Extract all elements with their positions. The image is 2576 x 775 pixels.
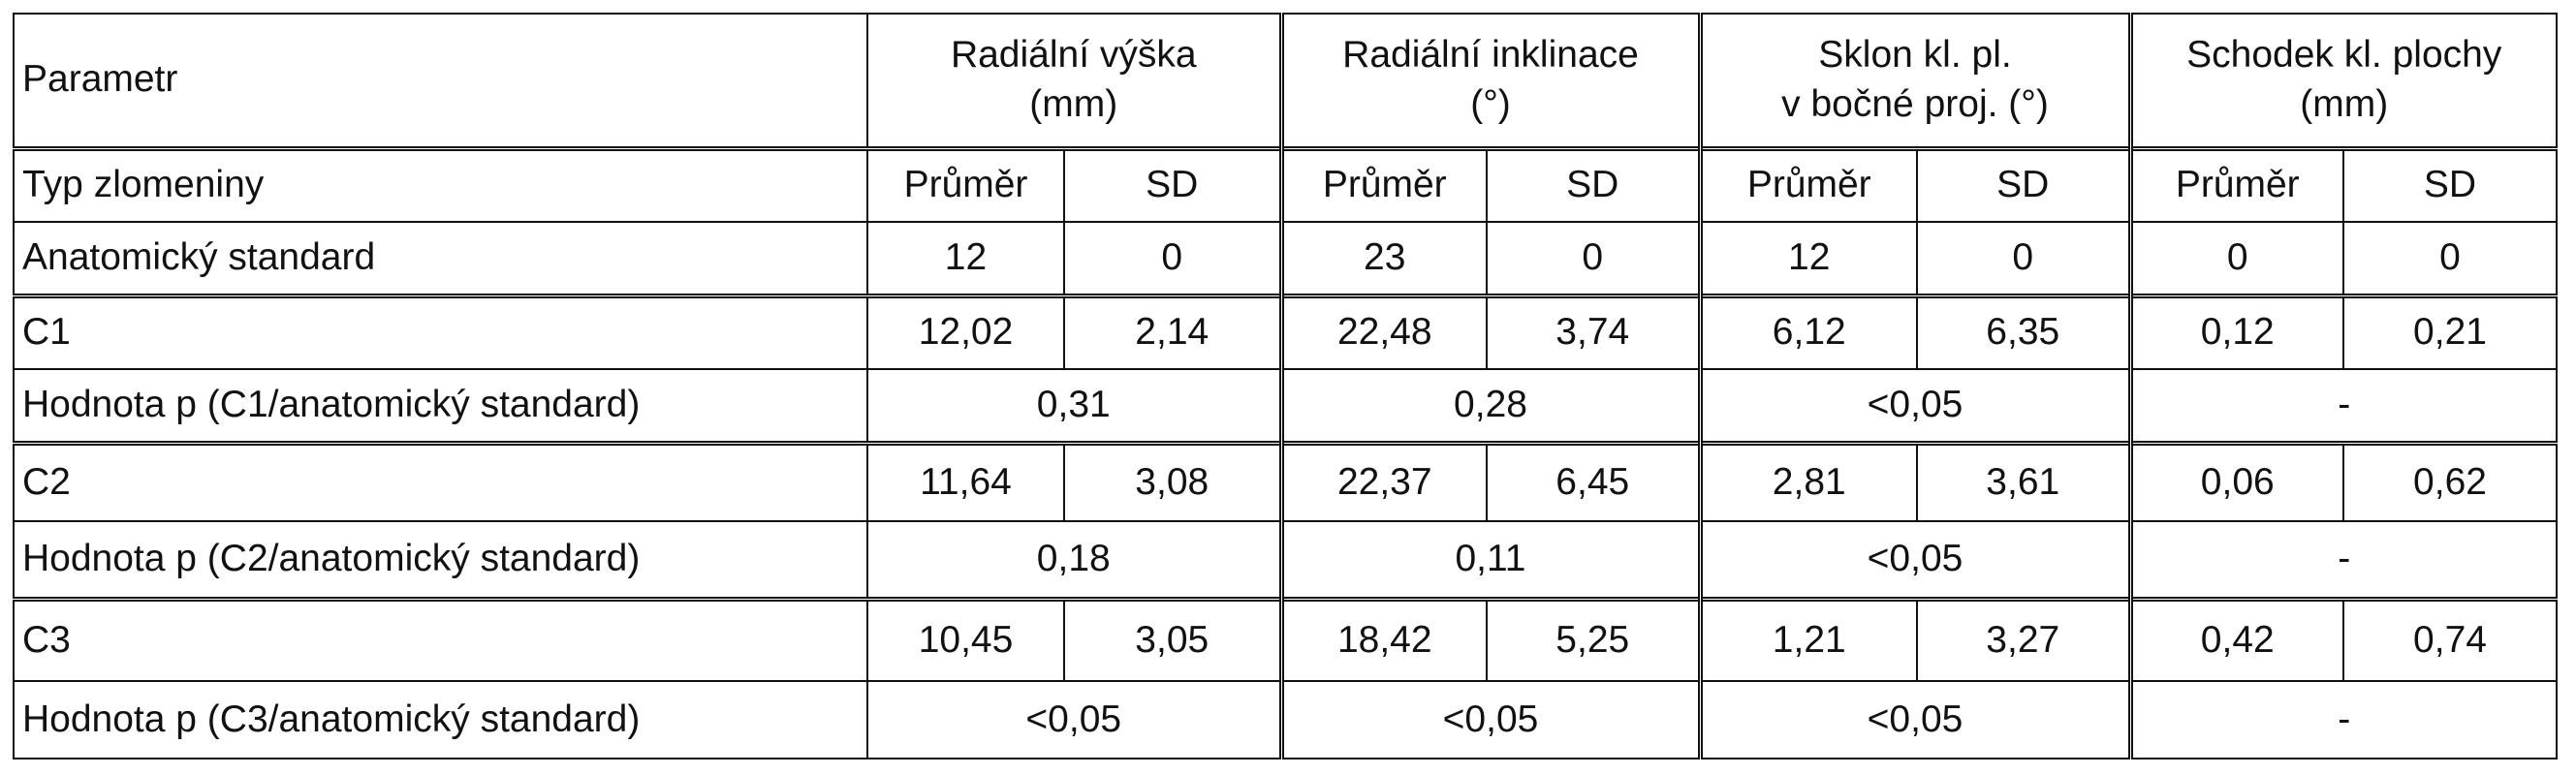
table-row: C2 11,64 3,08 22,37 6,45 2,81 3,61 0,06 0,62 <box>13 440 2558 522</box>
group-header-line: Sklon kl. pl. <box>1818 34 2012 77</box>
table-row: Anatomický standard 12 0 23 0 12 0 0 0 <box>13 221 2558 296</box>
table-cell: 18,42 <box>1278 596 1488 682</box>
table-cell: - <box>2127 520 2558 600</box>
table-cell: - <box>2127 368 2558 444</box>
group-header-line: v bočné proj. (°) <box>1781 82 2049 125</box>
group-header-line: Radiální inklinace <box>1342 34 1639 77</box>
table-cell: 3,27 <box>1916 596 2131 682</box>
table-row: C3 10,45 3,05 18,42 5,25 1,21 3,27 0,42 0,74 <box>13 596 2558 682</box>
table-cell: 22,37 <box>1278 440 1488 522</box>
table-cell: 22,48 <box>1278 293 1488 370</box>
subheader-cell: Průměr <box>1697 145 1918 223</box>
header-cell: Typ zlomeniny <box>13 145 868 223</box>
group-header-line: (mm) <box>2300 82 2389 125</box>
table-cell: 10,45 <box>866 596 1065 682</box>
group-header-line: (°) <box>1470 82 1511 125</box>
table-cell: 12,02 <box>866 293 1065 370</box>
header-cell: Parametr <box>13 13 868 149</box>
table-cell: <0,05 <box>1697 520 2131 600</box>
table-cell: <0,05 <box>1697 680 2131 760</box>
row-label: Hodnota p (C2/anatomický standard) <box>13 520 868 600</box>
table-cell: 3,05 <box>1063 596 1282 682</box>
subheader-cell: SD <box>1063 145 1282 223</box>
row-label: C3 <box>13 596 868 682</box>
group-header: Radiální výška (mm) <box>866 13 1282 149</box>
subheader-cell: Průměr <box>866 145 1065 223</box>
table-cell: 1,21 <box>1697 596 1918 682</box>
table-cell: 12 <box>866 221 1065 296</box>
table-cell: 0 <box>2127 221 2344 296</box>
table-row: C1 12,02 2,14 22,48 3,74 6,12 6,35 0,12 0,21 <box>13 293 2558 370</box>
subheader-cell: SD <box>2342 145 2558 223</box>
subheader-cell: Průměr <box>2127 145 2344 223</box>
row-label: Anatomický standard <box>13 221 868 296</box>
table-cell: 23 <box>1278 221 1488 296</box>
data-table: Parametr Radiální výška (mm) Radiální inkli… <box>13 13 2558 760</box>
group-header: Sklon kl. pl. v bočné proj. (°) <box>1697 13 2131 149</box>
group-header-line: Schodek kl. plochy <box>2186 34 2502 77</box>
row-label: C2 <box>13 440 868 522</box>
table-cell: 0,18 <box>866 520 1282 600</box>
group-header: Schodek kl. plochy (mm) <box>2127 13 2558 149</box>
row-label: C1 <box>13 293 868 370</box>
table-cell: 2,81 <box>1697 440 1918 522</box>
table-cell: 6,12 <box>1697 293 1918 370</box>
row-label: Hodnota p (C3/anatomický standard) <box>13 680 868 760</box>
table-cell: 0,31 <box>866 368 1282 444</box>
table-cell: 0,11 <box>1278 520 1701 600</box>
table-row: Hodnota p (C3/anatomický standard) <0,05 <… <box>13 680 2558 760</box>
subheader-cell: SD <box>1916 145 2131 223</box>
table-cell: 6,35 <box>1916 293 2131 370</box>
row-label: Hodnota p (C1/anatomický standard) <box>13 368 868 444</box>
group-header-line: Radiální výška <box>950 34 1197 77</box>
header-row: Parametr Radiální výška (mm) Radiální inkli… <box>13 13 2558 149</box>
table-cell: 0,42 <box>2127 596 2344 682</box>
table-cell: 6,45 <box>1486 440 1701 522</box>
table-cell: <0,05 <box>866 680 1282 760</box>
table-cell: 0 <box>2342 221 2558 296</box>
table-cell: 0,21 <box>2342 293 2558 370</box>
group-header: Radiální inklinace (°) <box>1278 13 1701 149</box>
table-cell: 0,62 <box>2342 440 2558 522</box>
table-cell: 3,61 <box>1916 440 2131 522</box>
table-cell: 0 <box>1063 221 1282 296</box>
table-cell: 12 <box>1697 221 1918 296</box>
table-cell: <0,05 <box>1278 680 1701 760</box>
subheader-cell: Průměr <box>1278 145 1488 223</box>
table-row: Hodnota p (C1/anatomický standard) 0,31 0,… <box>13 368 2558 444</box>
subheader-row: Typ zlomeniny Průměr SD Průměr SD Průměr SD Prů… <box>13 145 2558 223</box>
table-cell: 0 <box>1486 221 1701 296</box>
table-cell: 0,28 <box>1278 368 1701 444</box>
group-header-line: (mm) <box>1029 82 1118 125</box>
table-cell: 2,14 <box>1063 293 1282 370</box>
table-cell: 0,12 <box>2127 293 2344 370</box>
table-row: Hodnota p (C2/anatomický standard) 0,18 0,… <box>13 520 2558 600</box>
table-cell: - <box>2127 680 2558 760</box>
table-cell: 0,06 <box>2127 440 2344 522</box>
table-cell: 3,08 <box>1063 440 1282 522</box>
table-cell: 3,74 <box>1486 293 1701 370</box>
table-cell: 11,64 <box>866 440 1065 522</box>
table-cell: 0,74 <box>2342 596 2558 682</box>
table-cell: <0,05 <box>1697 368 2131 444</box>
table-cell: 0 <box>1916 221 2131 296</box>
subheader-cell: SD <box>1486 145 1701 223</box>
table-cell: 5,25 <box>1486 596 1701 682</box>
